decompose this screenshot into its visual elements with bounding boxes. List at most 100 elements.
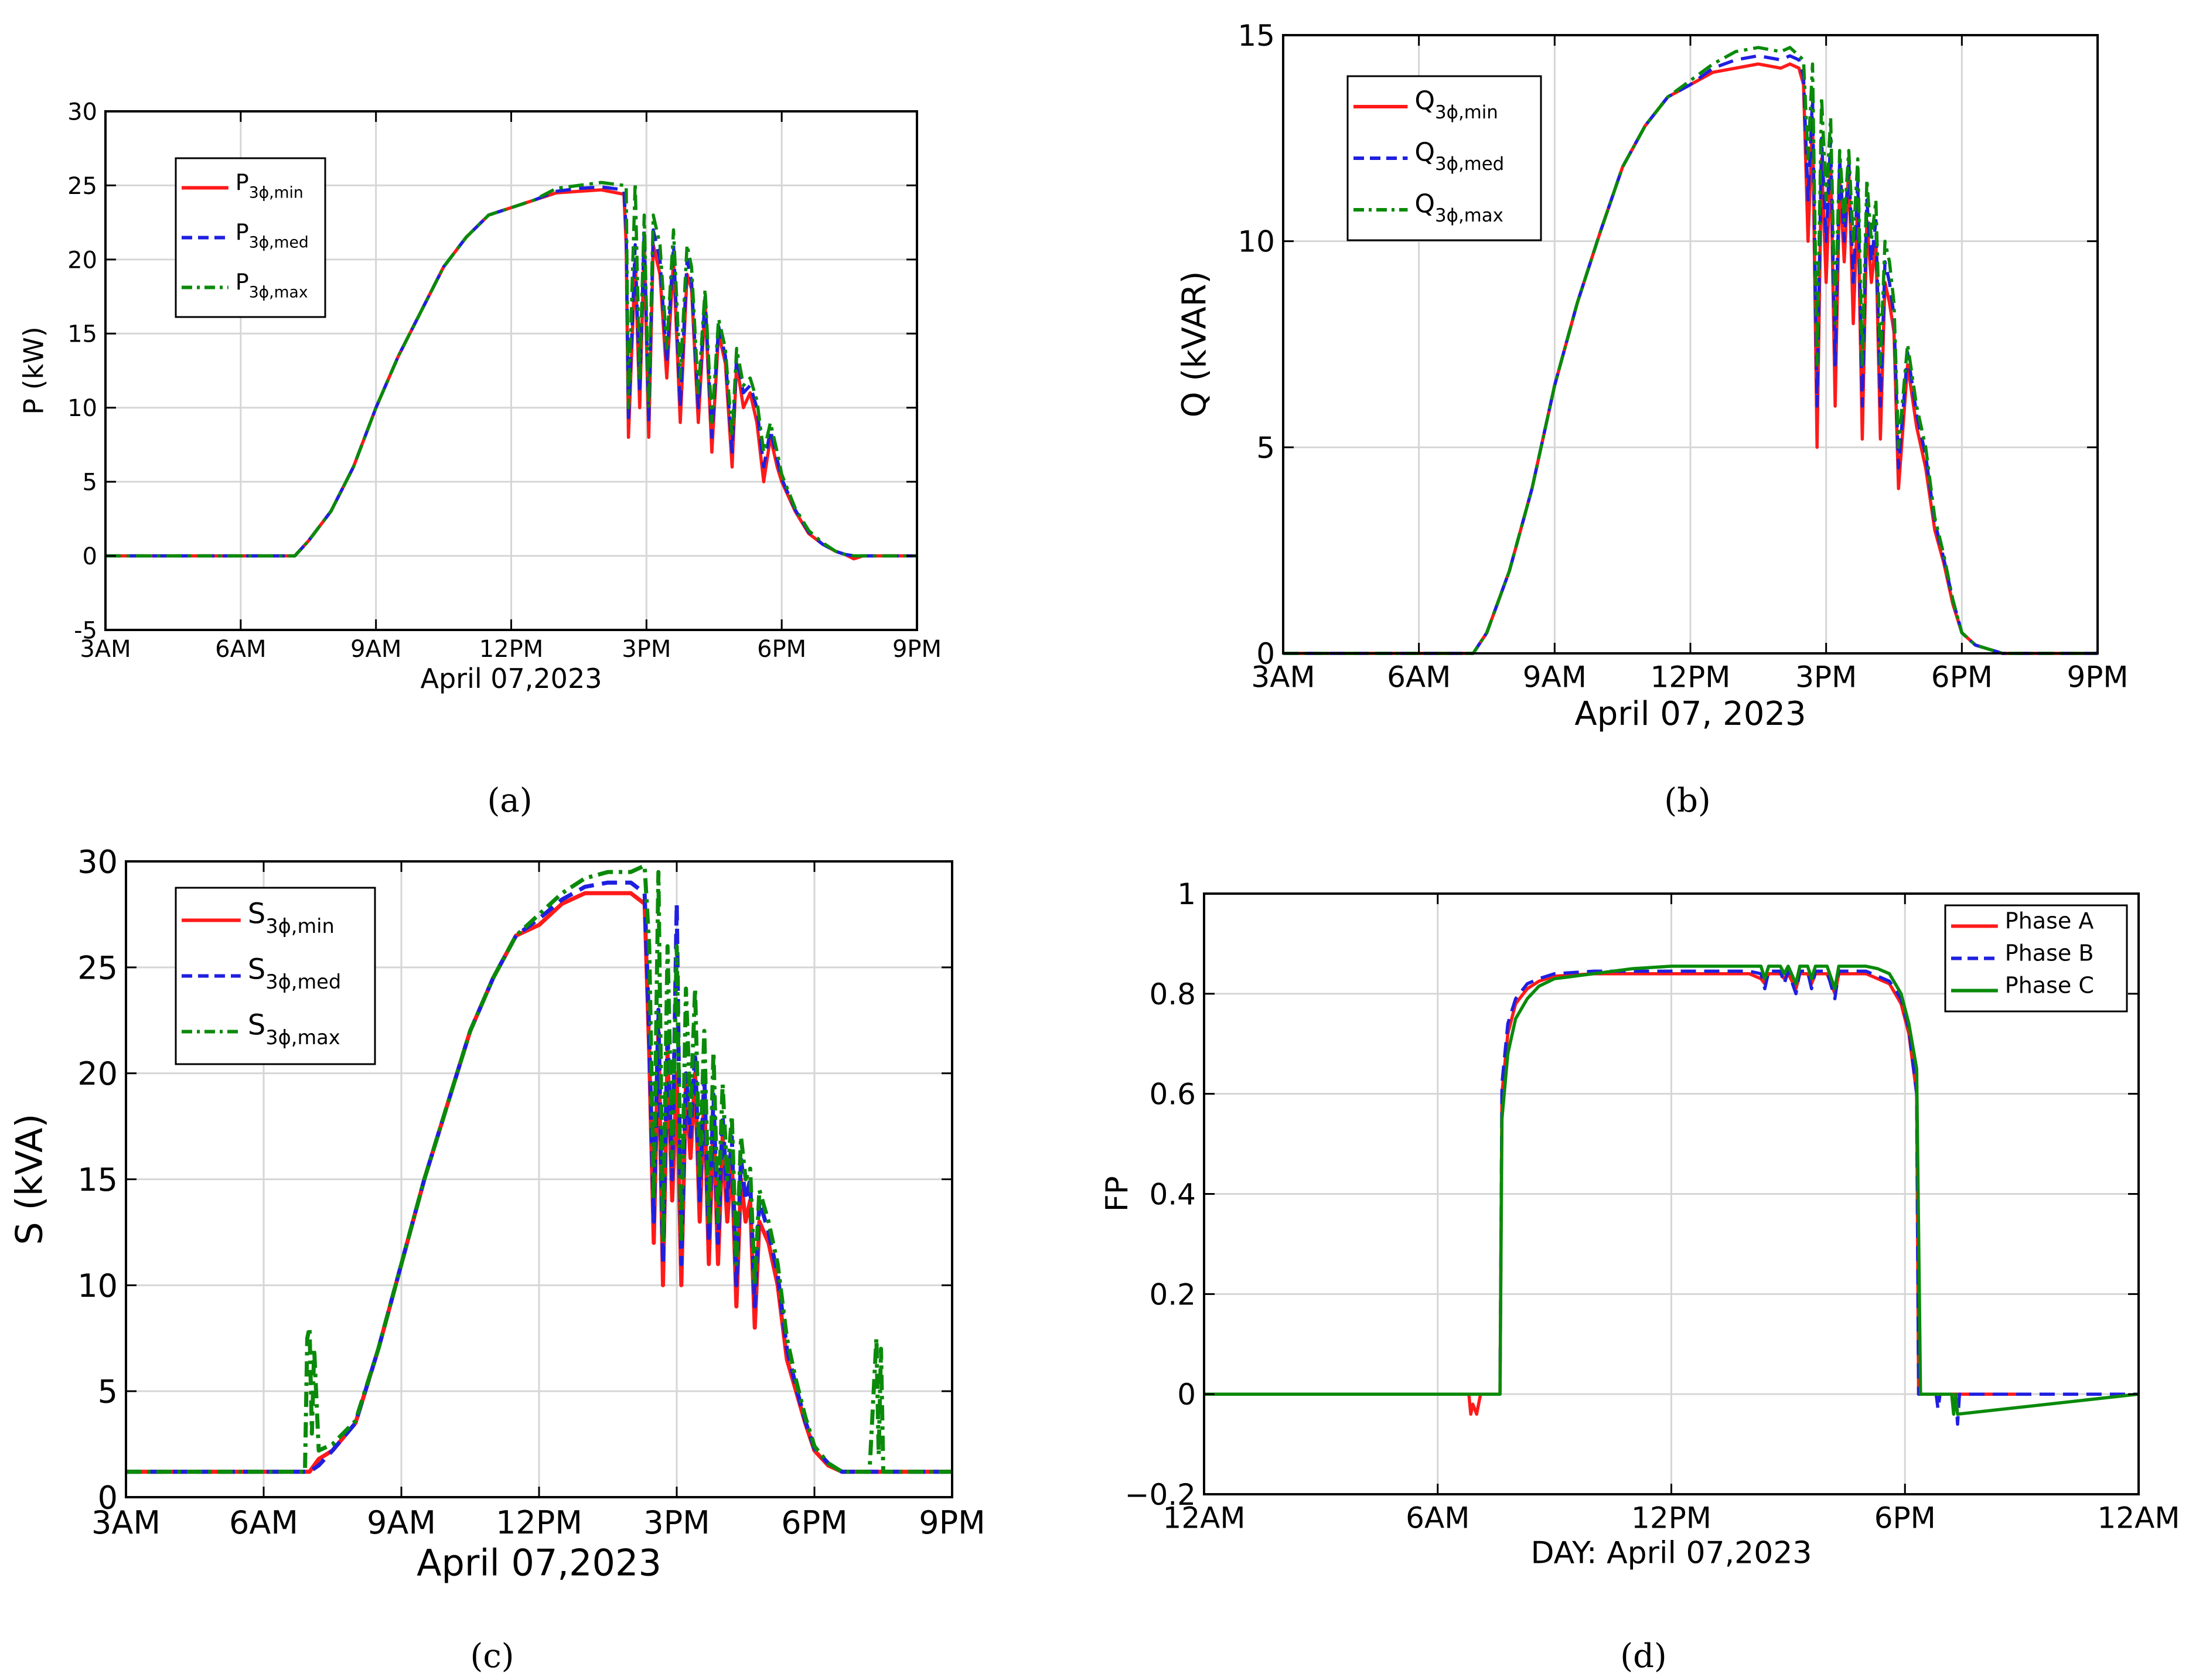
x-tick-label: 6PM [781, 1504, 848, 1541]
legend-entry-subscript: 3ϕ,med [265, 970, 341, 993]
x-tick-label: 3PM [643, 1504, 710, 1541]
gridlines [1283, 35, 2098, 653]
caption-a: (a) [487, 782, 532, 820]
legend-box [175, 887, 376, 1065]
legend-entry-label: S3ϕ,min [248, 897, 335, 938]
y-tick-label: 5 [83, 469, 97, 496]
series-group [105, 180, 917, 561]
y-tick-label: 0 [1256, 637, 1275, 671]
legend-entry-subscript: 3ϕ,med [249, 234, 309, 252]
legend-entry-label: Q3ϕ,min [1414, 86, 1498, 122]
legend-entry-subscript: 3ϕ,max [265, 1026, 340, 1049]
chart-panel-c: 3AM 6AM 9AM 12PM 3PM 6PM 9PM 0 5 10 15 20 25 30 April … [8, 843, 985, 1675]
y-axis-label: FP [1100, 1176, 1135, 1212]
x-tick-label: 6AM [1387, 660, 1451, 694]
series-line-s3-max [126, 863, 952, 1474]
y-axis-label: S (kVA) [8, 1113, 50, 1245]
series-line-q3-max [1283, 46, 2098, 655]
legend-entry-base: S [248, 897, 265, 930]
y-tick-label: 15 [1237, 19, 1275, 53]
y-tick-label: 25 [67, 173, 97, 200]
x-tick-label: 6AM [215, 636, 266, 663]
legend-entry-label: Phase A [2005, 908, 2094, 933]
x-tick-label: 6PM [1931, 660, 1993, 694]
legend-entry-label: Q3ϕ,max [1414, 189, 1503, 226]
legend-entry-base: Phase A [2005, 908, 2094, 933]
chart-panel-b: 3AM 6AM 9AM 12PM 3PM 6PM 9PM 0 5 10 15 April 07, 20… [1176, 19, 2129, 820]
x-tick-label: 6AM [229, 1504, 298, 1541]
x-axis-label: April 07,2023 [417, 1541, 662, 1584]
y-tick-label: -5 [74, 617, 97, 644]
legend-entry-base: Q [1414, 86, 1435, 115]
x-tick-label: 3PM [1795, 660, 1857, 694]
caption-b: (b) [1664, 782, 1711, 820]
caption-c: (c) [470, 1637, 514, 1675]
y-tick-label: 5 [1256, 431, 1275, 465]
x-tick-label: 6AM [1406, 1501, 1469, 1535]
x-tick-label: 12PM [1651, 660, 1731, 694]
x-tick-label: 9PM [892, 636, 942, 663]
legend-entry-label: P3ϕ,max [236, 269, 308, 301]
series-group [126, 863, 952, 1474]
legend-entry-base: S [248, 1008, 265, 1041]
x-tick-label: 9AM [350, 636, 401, 663]
x-tick-label: 3AM [91, 1504, 161, 1541]
legend-entry-base: Phase B [2005, 940, 2094, 966]
y-tick-label: 0.8 [1149, 977, 1196, 1011]
x-tick-label: 3AM [80, 636, 131, 663]
y-tick-label: 0 [83, 543, 97, 570]
legend-entry-subscript: 3ϕ,min [265, 915, 335, 938]
legend-entry-base: S [248, 953, 265, 986]
legend-entry-base: P [236, 219, 249, 245]
legend-entry-subscript: 3ϕ,max [1435, 205, 1503, 226]
legend-entry-subscript: 3ϕ,med [1435, 154, 1504, 175]
x-axis-label: April 07, 2023 [1574, 695, 1806, 733]
y-tick-label: 15 [77, 1161, 118, 1198]
x-tick-label: 9AM [1523, 660, 1587, 694]
y-tick-label: 0.4 [1149, 1178, 1196, 1212]
y-tick-label: 10 [67, 395, 97, 422]
y-tick-label: 5 [98, 1374, 118, 1410]
series-line-phase-c [1204, 965, 2139, 1416]
x-tick-label: 12AM [1163, 1501, 1246, 1535]
y-tick-label: 30 [77, 843, 118, 880]
x-axis-label: DAY: April 07,2023 [1531, 1535, 1812, 1570]
x-tick-label: 6PM [1874, 1501, 1936, 1535]
chart-panel-a: 3AM 6AM 9AM 12PM 3PM 6PM 9PM -5 0 5 10 15 20 25 30 Apri… [18, 98, 942, 820]
legend: Phase A Phase B Phase C [1944, 904, 2128, 1013]
x-tick-label: 12PM [496, 1504, 582, 1541]
legend-entry-base: Phase C [2005, 972, 2094, 998]
y-tick-label: 25 [77, 949, 118, 986]
legend-entry-base: P [236, 169, 249, 195]
y-tick-label: 10 [77, 1267, 118, 1304]
x-tick-label: 6PM [757, 636, 806, 663]
x-tick-label: 12AM [2098, 1501, 2180, 1535]
y-axis-label: P (kW) [18, 326, 50, 414]
y-tick-label: 1 [1177, 877, 1196, 911]
legend-entry-base: P [236, 269, 249, 295]
legend-entry-label: S3ϕ,max [248, 1008, 340, 1049]
legend-entry-subscript: 3ϕ,max [249, 284, 308, 302]
legend-entry-label: Phase C [2005, 972, 2094, 998]
series-line-p3-max [105, 180, 917, 558]
y-tick-label: 15 [67, 321, 97, 348]
x-tick-label: 9PM [2067, 660, 2128, 694]
legend-entry-subscript: 3ϕ,min [1435, 102, 1498, 123]
x-tick-label: 3PM [622, 636, 671, 663]
legend-entry-base: Q [1414, 189, 1435, 219]
chart-panel-d: 12AM 6AM 12PM 6PM 12AM−0.200.20.40.60.81DAY:… [1100, 877, 2180, 1675]
legend-entry-label: Phase B [2005, 940, 2094, 966]
series-line-p3-med [105, 185, 917, 558]
legend-entry-subscript: 3ϕ,min [249, 184, 304, 202]
y-tick-label: 20 [67, 247, 97, 274]
x-tick-label: 9AM [367, 1504, 436, 1541]
y-axis-label: Q (kVAR) [1176, 271, 1214, 418]
legend-entry-label: S3ϕ,med [248, 953, 341, 993]
y-tick-label: 0.6 [1149, 1078, 1196, 1112]
caption-d: (d) [1620, 1637, 1667, 1675]
legend-entry-base: Q [1414, 137, 1435, 167]
legend-entry-label: P3ϕ,min [236, 169, 304, 202]
gridlines [105, 111, 917, 630]
